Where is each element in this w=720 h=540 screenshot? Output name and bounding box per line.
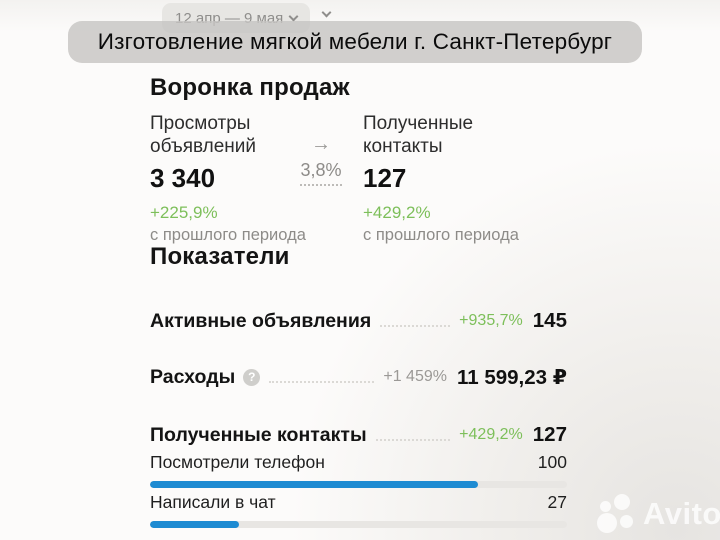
funnel-step-value: 3 340 xyxy=(150,163,216,193)
submetric-value: 27 xyxy=(547,492,567,512)
listing-title: Изготовление мягкой мебели г. Санкт-Пете… xyxy=(97,29,613,54)
avito-logo-icon xyxy=(597,494,641,534)
funnel-step-views: Просмотры объявлений 3 340 +225,9% с про… xyxy=(150,112,310,245)
avito-watermark: Avito xyxy=(597,494,720,534)
metric-delta: +1 459% xyxy=(383,368,447,385)
funnel-step-label: Полученные xyxy=(363,113,474,134)
metric-label: Активные объявления xyxy=(150,309,372,332)
funnel-conversion: → 3,8% xyxy=(295,134,347,186)
dotted-leader xyxy=(375,439,451,441)
metrics-heading: Показатели xyxy=(150,243,290,270)
metric-label: Расходы xyxy=(150,365,236,388)
dotted-leader xyxy=(269,381,375,383)
funnel-step-delta: +429,2% xyxy=(363,203,431,222)
metric-value: 145 xyxy=(532,309,567,332)
metric-row-expenses: Расходы ? +1 459% 11 599,23 ₽ xyxy=(150,364,567,390)
metric-delta: +935,7% xyxy=(459,312,523,329)
progress-bar-fill xyxy=(150,481,479,488)
funnel-step-value: 127 xyxy=(363,163,407,193)
avito-watermark-text: Avito xyxy=(643,496,720,531)
metric-row-active-listings: Активные объявления +935,7% 145 xyxy=(150,308,567,334)
submetric-label: Написали в чат xyxy=(150,492,276,512)
metric-label: Полученные контакты xyxy=(150,423,367,446)
listing-title-banner: Изготовление мягкой мебели г. Санкт-Пете… xyxy=(68,21,642,63)
dotted-leader xyxy=(380,325,451,327)
submetric-label: Посмотрели телефон xyxy=(150,452,325,472)
submetric-chat-messages: Написали в чат 27 xyxy=(150,492,567,528)
funnel-step-label: контакты xyxy=(363,136,443,157)
progress-bar xyxy=(150,521,567,528)
progress-bar xyxy=(150,481,567,488)
metric-row-contacts: Полученные контакты +429,2% 127 xyxy=(150,422,567,448)
chevron-down-icon[interactable] xyxy=(321,7,332,18)
submetric-phone-views: Посмотрели телефон 100 xyxy=(150,452,567,488)
funnel-step-label: объявлений xyxy=(150,136,257,157)
metric-value: 127 xyxy=(532,423,567,446)
funnel-step-note: с прошлого периода xyxy=(363,226,519,244)
metric-delta: +429,2% xyxy=(459,426,523,443)
conversion-rate[interactable]: 3,8% xyxy=(300,160,342,186)
progress-bar-fill xyxy=(150,521,239,528)
metric-value: 11 599,23 ₽ xyxy=(456,365,567,389)
help-icon[interactable]: ? xyxy=(243,368,261,386)
funnel-heading: Воронка продаж xyxy=(150,74,350,101)
submetric-value: 100 xyxy=(537,452,567,472)
chevron-down-icon xyxy=(288,11,299,21)
funnel-step-note: с прошлого периода xyxy=(150,226,306,244)
funnel-step-label: Просмотры xyxy=(150,113,251,134)
funnel-step-delta: +225,9% xyxy=(150,203,218,222)
funnel-step-contacts: Полученные контакты 127 +429,2% с прошло… xyxy=(363,112,523,245)
arrow-right-icon: → xyxy=(311,133,331,155)
